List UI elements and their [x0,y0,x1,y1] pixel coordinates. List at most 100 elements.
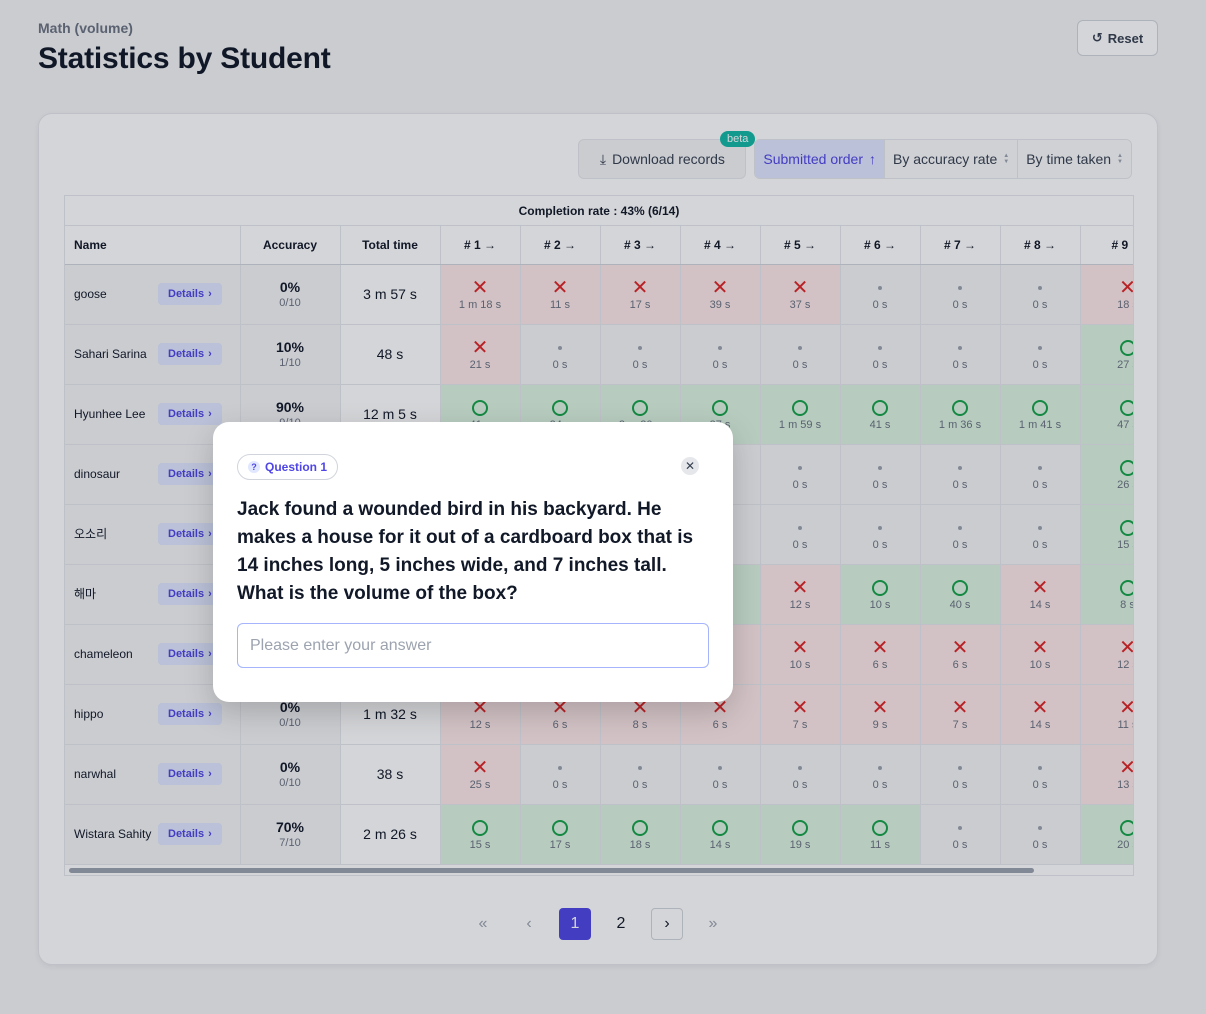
answer-cell[interactable]: ✕11 s [1080,684,1133,745]
answer-cell[interactable]: 14 s [680,804,761,865]
answer-cell[interactable]: ✕ 14 s [1000,684,1081,745]
answer-cell[interactable]: 17 s [520,804,601,865]
answer-cell[interactable]: 0 s [920,264,1001,325]
answer-cell[interactable]: 0 s [1000,504,1081,565]
answer-cell[interactable]: 0 s [920,504,1001,565]
download-records-button[interactable]: ⤓ Download records beta [578,131,756,179]
answer-cell[interactable]: 1 m 59 s [760,384,841,445]
page-2-button[interactable]: 2 [616,915,626,932]
first-page-icon[interactable]: « [478,915,488,932]
answer-cell[interactable]: 0 s [680,744,761,805]
details-button[interactable]: Details › [158,703,222,725]
answer-cell[interactable]: 1 m 41 s [1000,384,1081,445]
details-button[interactable]: Details › [158,643,222,665]
horizontal-scrollbar[interactable] [69,868,1034,873]
answer-cell[interactable]: 18 s [600,804,681,865]
answer-cell[interactable]: 10 s [840,564,921,625]
answer-cell[interactable]: 0 s [760,444,841,505]
answer-cell[interactable]: 15 s [1080,504,1133,565]
answer-cell[interactable]: 0 s [920,324,1001,385]
column-header-question[interactable]: # 3 → [600,226,681,265]
answer-cell[interactable]: 0 s [840,444,921,505]
answer-cell[interactable]: ✕ 10 s [1000,624,1081,685]
column-header-question[interactable]: # 5 → [760,226,841,265]
answer-cell[interactable]: 0 s [840,324,921,385]
answer-cell[interactable]: ✕13 s [1080,744,1133,805]
answer-cell[interactable]: ✕ 9 s [840,684,921,745]
answer-cell[interactable]: ✕18 s [1080,264,1133,325]
answer-cell[interactable]: ✕12 s [1080,624,1133,685]
answer-cell[interactable]: 0 s [1000,324,1081,385]
answer-cell[interactable]: ✕12 s [760,564,841,625]
answer-cell[interactable]: 0 s [600,744,681,805]
last-page-icon[interactable]: » [708,915,718,932]
answer-cell[interactable]: ✕ 6 s [840,624,921,685]
answer-cell[interactable]: ✕ 10 s [760,624,841,685]
answer-cell[interactable]: 0 s [600,324,681,385]
column-header-question[interactable]: # 1 → [440,226,521,265]
answer-cell[interactable]: ✕ 17 s [600,264,681,325]
answer-cell[interactable]: 0 s [520,744,601,805]
answer-cell[interactable]: ✕ 7 s [920,684,1001,745]
answer-cell[interactable]: 0 s [520,324,601,385]
answer-cell[interactable]: 27 s [1080,324,1133,385]
answer-cell[interactable]: ✕ 25 s [440,744,521,805]
answer-cell[interactable]: 0 s [920,744,1001,805]
column-header-question[interactable]: # 8 → [1000,226,1081,265]
sort-option-0[interactable]: Submitted order ↑ [755,140,884,178]
answer-cell[interactable]: 0 s [840,504,921,565]
answer-cell[interactable]: 0 s [760,744,841,805]
answer-cell[interactable]: 40 s [920,564,1001,625]
answer-cell[interactable]: 1 m 36 s [920,384,1001,445]
sort-option-2[interactable]: By time taken ▲ ▼ [1017,140,1131,178]
answer-cell[interactable]: 41 s [840,384,921,445]
answer-cell[interactable]: 11 s [840,804,921,865]
answer-cell[interactable]: ✕ 1 m 18 s [440,264,521,325]
details-button[interactable]: Details › [158,763,222,785]
sort-option-1[interactable]: By accuracy rate ▲ ▼ [884,140,1018,178]
answer-cell[interactable]: 0 s [760,324,841,385]
details-button[interactable]: Details › [158,823,222,845]
answer-input[interactable] [237,623,709,668]
details-button[interactable]: Details › [158,403,222,425]
column-header-question[interactable]: # 4 → [680,226,761,265]
column-header-question[interactable]: # 2 → [520,226,601,265]
reset-button[interactable]: ↺ Reset [1077,20,1158,56]
answer-cell[interactable]: 0 s [1000,744,1081,805]
page-1-button[interactable]: 1 [559,908,591,940]
answer-cell[interactable]: ✕ 14 s [1000,564,1081,625]
answer-cell[interactable]: ✕ 6 s [520,684,601,745]
details-button[interactable]: Details › [158,583,222,605]
answer-cell[interactable]: 15 s [440,804,521,865]
answer-cell[interactable]: ✕ 39 s [680,264,761,325]
answer-cell[interactable]: ✕ 6 s [920,624,1001,685]
details-button[interactable]: Details › [158,343,222,365]
answer-cell[interactable]: ✕ 21 s [440,324,521,385]
answer-cell[interactable]: ✕11 s [520,264,601,325]
answer-cell[interactable]: 0 s [920,804,1001,865]
details-button[interactable]: Details › [158,463,222,485]
column-header-question[interactable]: # 9 → [1080,226,1133,265]
answer-cell[interactable]: 0 s [840,264,921,325]
answer-cell[interactable]: 0 s [840,744,921,805]
answer-cell[interactable]: 0 s [1000,264,1081,325]
answer-cell[interactable]: 0 s [760,504,841,565]
answer-cell[interactable]: 0 s [1000,804,1081,865]
next-page-icon[interactable]: › [651,908,683,940]
column-header-question[interactable]: # 7 → [920,226,1001,265]
answer-cell[interactable]: 47 s [1080,384,1133,445]
answer-cell[interactable]: 8 s [1080,564,1133,625]
answer-cell[interactable]: 19 s [760,804,841,865]
answer-cell[interactable]: ✕ 37 s [760,264,841,325]
answer-cell[interactable]: 0 s [1000,444,1081,505]
details-button[interactable]: Details › [158,523,222,545]
answer-cell[interactable]: 0 s [920,444,1001,505]
answer-cell[interactable]: 26 s [1080,444,1133,505]
answer-cell[interactable]: ✕ 7 s [760,684,841,745]
prev-page-icon[interactable]: ‹ [526,915,532,932]
answer-cell[interactable]: 20 s [1080,804,1133,865]
details-button[interactable]: Details › [158,283,222,305]
answer-cell[interactable]: 0 s [680,324,761,385]
close-icon[interactable]: ✕ [681,457,699,475]
column-header-question[interactable]: # 6 → [840,226,921,265]
